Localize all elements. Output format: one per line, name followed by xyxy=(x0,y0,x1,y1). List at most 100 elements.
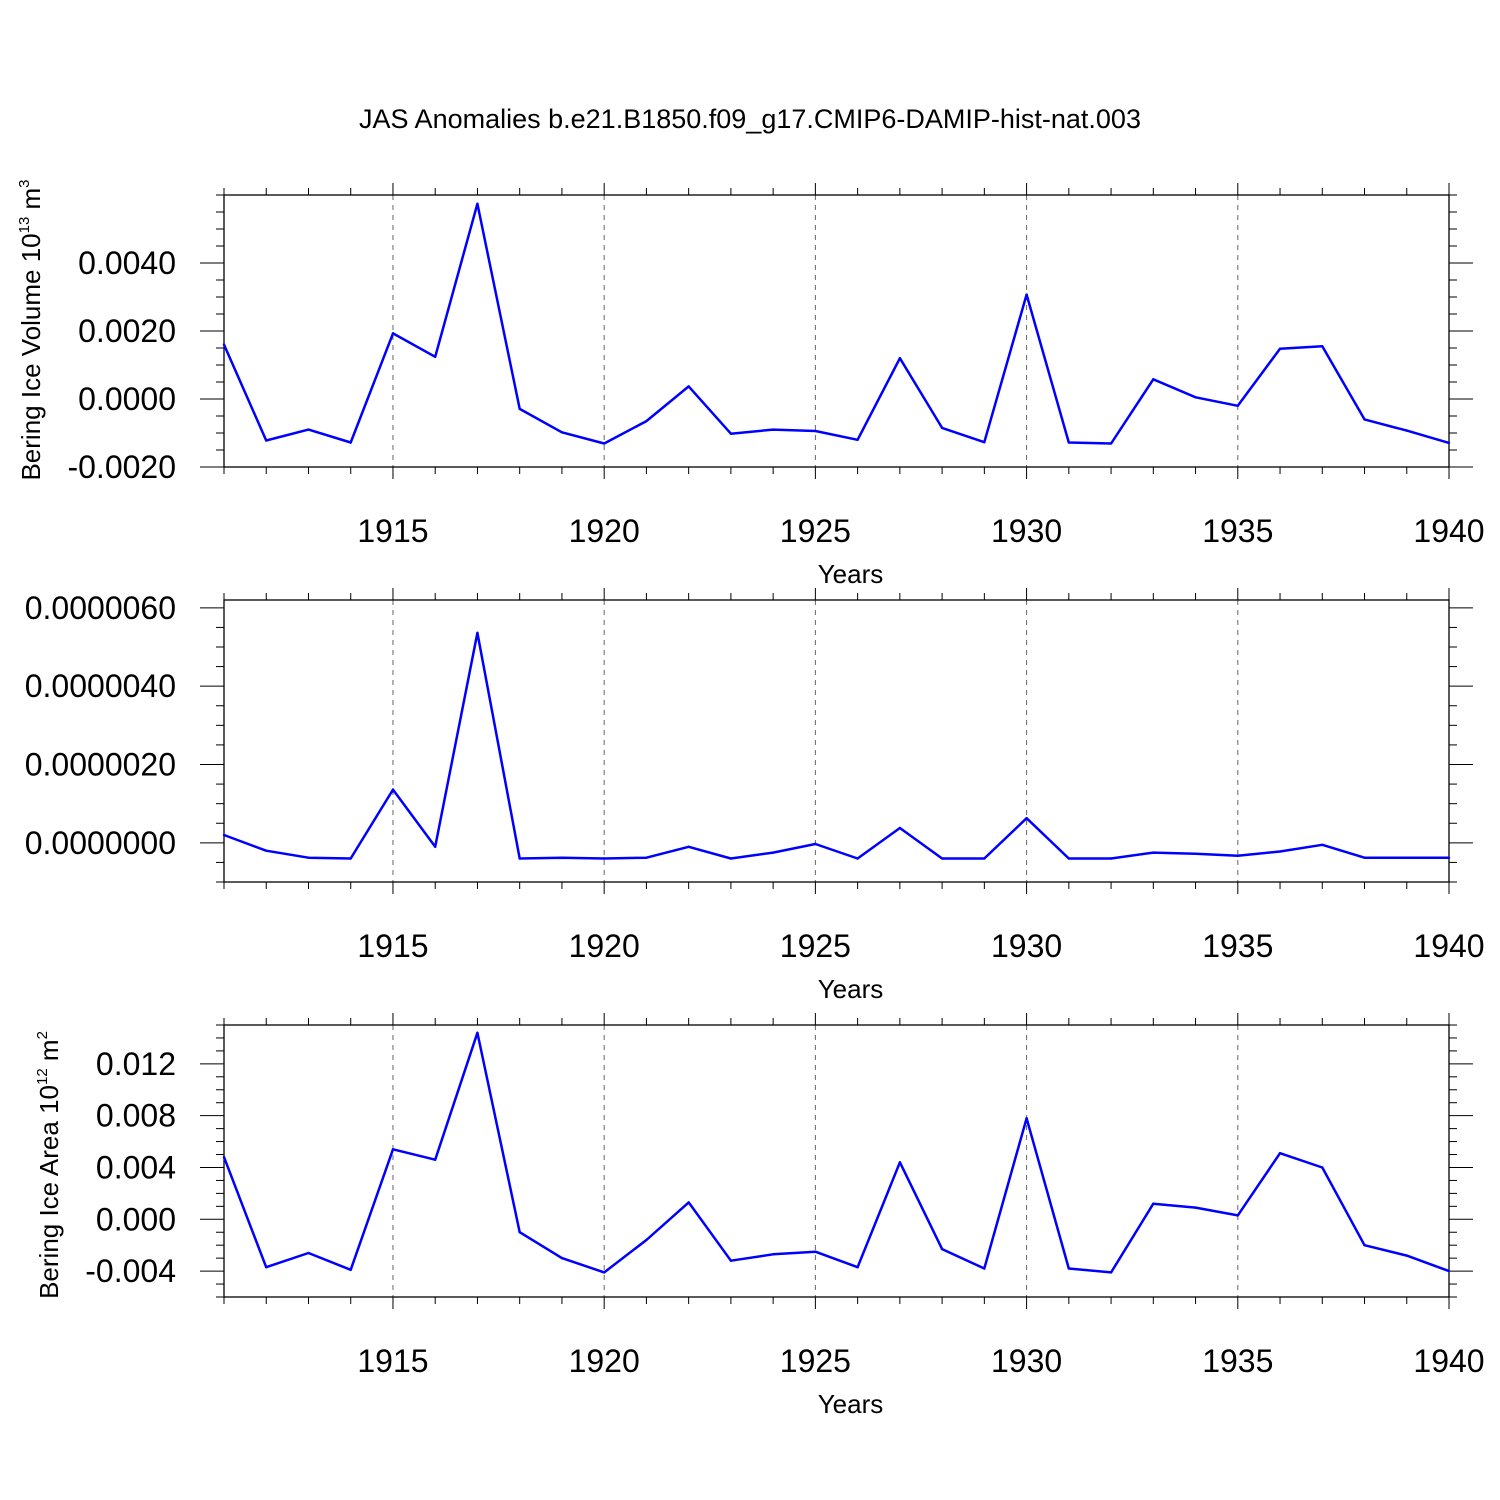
data-point xyxy=(349,441,352,444)
data-point xyxy=(687,385,690,388)
data-point xyxy=(898,826,902,830)
x-axis-title: Years xyxy=(818,1389,884,1419)
x-tick-label: 1940 xyxy=(1413,513,1484,549)
data-point xyxy=(1447,1269,1451,1273)
data-point xyxy=(1194,396,1197,399)
x-tick-label: 1915 xyxy=(357,1343,428,1379)
data-point xyxy=(1363,1243,1366,1247)
data-point xyxy=(602,442,606,445)
y-axis-title: Bering Ice Area 1012 m2 xyxy=(34,1031,64,1299)
panel-ice-area: -0.004 0.000 0.004 0.008 0.012 1915 1920 1925 19… xyxy=(34,1013,1485,1419)
data-point xyxy=(1109,1271,1113,1274)
data-point xyxy=(434,845,437,848)
panel-ice-volume: -0.0020 0.0000 0.0020 0.0040 1915 1920 1925 193… xyxy=(16,179,1485,589)
data-point xyxy=(771,1253,775,1256)
data-point xyxy=(771,428,775,431)
plot-frame xyxy=(223,1024,1450,1298)
data-point xyxy=(1109,442,1113,445)
data-point xyxy=(1405,856,1408,859)
data-point xyxy=(1321,1166,1324,1169)
x-tick-label: 1920 xyxy=(569,513,640,549)
x-tick-label: 1940 xyxy=(1413,928,1484,964)
data-point xyxy=(1152,851,1155,854)
data-point xyxy=(1321,345,1324,348)
y-tick-label: 0.012 xyxy=(96,1046,176,1082)
data-point xyxy=(1363,418,1366,421)
data-point xyxy=(1194,1206,1197,1209)
data-point xyxy=(1025,816,1028,820)
data-point xyxy=(983,857,986,860)
data-point xyxy=(518,407,521,411)
data-point xyxy=(349,857,352,860)
x-tick-label: 1915 xyxy=(357,513,428,549)
y-tick-label: 0.000 xyxy=(96,1201,176,1237)
data-point xyxy=(265,849,268,852)
data-point xyxy=(940,857,944,860)
x-tick-label: 1920 xyxy=(569,1343,640,1379)
data-point xyxy=(1067,441,1071,444)
data-point xyxy=(434,1158,437,1161)
x-tick-label: 1940 xyxy=(1413,1343,1484,1379)
x-tick-label: 1935 xyxy=(1202,513,1273,549)
y-tick-label: 0.0040 xyxy=(78,245,176,281)
data-point xyxy=(1236,854,1239,857)
data-point xyxy=(983,440,986,444)
data-point xyxy=(729,1259,733,1262)
data-point xyxy=(1025,293,1028,296)
data-point xyxy=(645,1238,648,1242)
data-point xyxy=(391,788,395,791)
x-tick-label: 1930 xyxy=(991,928,1062,964)
data-point xyxy=(1278,1152,1282,1155)
y-tick-label: -0.0020 xyxy=(67,449,176,485)
y-tick-label: 0.008 xyxy=(96,1098,176,1134)
x-tick-label: 1935 xyxy=(1202,928,1273,964)
data-point xyxy=(602,1271,606,1274)
data-point xyxy=(645,419,648,423)
data-point xyxy=(1405,1254,1408,1257)
data-point xyxy=(265,439,268,442)
data-point xyxy=(307,428,310,431)
data-point xyxy=(814,842,817,846)
data-point xyxy=(1067,857,1071,860)
data-point xyxy=(1236,404,1239,407)
y-tick-label: 0.0000000 xyxy=(25,825,176,861)
data-point xyxy=(1278,347,1282,350)
data-point xyxy=(307,1251,310,1255)
data-point xyxy=(687,1201,690,1204)
data-point xyxy=(940,1247,944,1251)
x-tick-label: 1925 xyxy=(780,513,851,549)
data-point xyxy=(222,1155,226,1159)
data-point xyxy=(560,856,564,859)
x-tick-label: 1925 xyxy=(780,1343,851,1379)
data-point xyxy=(729,857,733,860)
data-point xyxy=(1067,1267,1071,1270)
data-point xyxy=(560,1256,564,1260)
data-point xyxy=(602,857,606,860)
y-tick-label: 0.0020 xyxy=(78,313,176,349)
x-tick-label: 1935 xyxy=(1202,1343,1273,1379)
data-point xyxy=(265,1266,268,1269)
data-point xyxy=(729,432,733,435)
x-tick-label: 1925 xyxy=(780,928,851,964)
data-point xyxy=(1236,1214,1239,1217)
y-tick-label: 0.0000060 xyxy=(25,590,176,626)
series-line xyxy=(222,1031,1450,1274)
data-point xyxy=(771,851,775,854)
data-point xyxy=(898,1161,902,1164)
data-point xyxy=(476,631,479,635)
x-tick-label: 1930 xyxy=(991,513,1062,549)
data-point xyxy=(1405,429,1408,432)
data-point xyxy=(1363,856,1366,859)
y-tick-label: 0.0000 xyxy=(78,381,176,417)
data-point xyxy=(856,857,859,860)
x-tick-label: 1915 xyxy=(357,928,428,964)
data-point xyxy=(222,833,226,837)
plot-frame xyxy=(223,599,1450,883)
data-point xyxy=(1194,852,1197,855)
data-point xyxy=(1109,857,1113,860)
data-point xyxy=(222,343,226,346)
y-tick-label: 0.0000020 xyxy=(25,747,176,783)
data-point xyxy=(391,332,395,335)
data-point xyxy=(476,202,479,206)
